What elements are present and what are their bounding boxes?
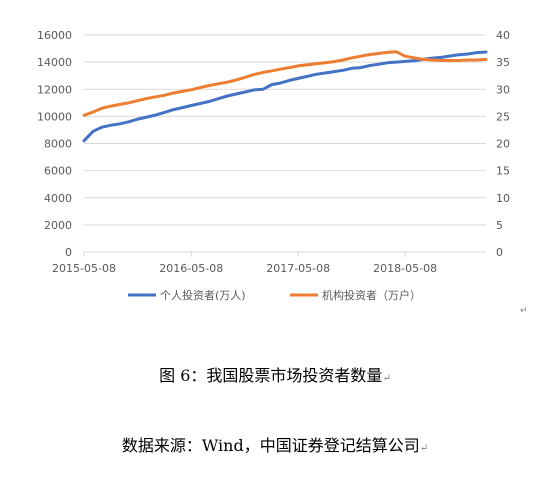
investor-chart: 0 2000 4000 6000 8000 10000 12000 14000 16000 0 5…	[37, 29, 510, 302]
y-left-tick-label: 14000	[37, 56, 72, 69]
x-tick-label: 2016-05-08	[159, 262, 223, 275]
y-right-tick-label: 15	[496, 165, 510, 178]
y-right-tick-label: 5	[496, 219, 503, 232]
y-right-tick-label: 25	[496, 110, 510, 123]
y-right-tick-label: 30	[496, 83, 510, 96]
x-tick-label: 2017-05-08	[266, 262, 330, 275]
y-left-tick-label: 8000	[44, 138, 72, 151]
y-axis-right: 0 5 10 15 20 25 30 35 40	[496, 29, 510, 259]
source-note: 数据来源：Wind，中国证券登记结算公司↵	[0, 432, 550, 456]
y-left-tick-label: 2000	[44, 219, 72, 232]
y-left-tick-label: 16000	[37, 29, 72, 42]
caption-text: 图 6：我国股票市场投资者数量	[159, 366, 383, 385]
legend-label-2: 机构投资者（万户）	[322, 288, 421, 302]
y-right-tick-label: 35	[496, 56, 510, 69]
return-mark-source: ↵	[419, 443, 429, 454]
series-lines	[82, 50, 488, 143]
y-axis-left: 0 2000 4000 6000 8000 10000 12000 14000 16000	[37, 29, 72, 259]
y-left-tick-label: 10000	[37, 110, 72, 123]
gridlines	[84, 34, 486, 226]
y-right-tick-label: 0	[496, 246, 503, 259]
y-left-tick-label: 0	[65, 246, 72, 259]
y-left-tick-label: 4000	[44, 192, 72, 205]
source-text: 数据来源：Wind，中国证券登记结算公司	[121, 436, 420, 455]
x-tick-label: 2015-05-08	[52, 262, 116, 275]
y-right-tick-label: 40	[496, 29, 510, 42]
series-line-2	[82, 50, 488, 117]
y-left-tick-label: 6000	[44, 165, 72, 178]
legend-label-1: 个人投资者(万人)	[160, 288, 246, 302]
y-right-tick-label: 10	[496, 192, 510, 205]
y-right-tick-label: 20	[496, 138, 510, 151]
series-line-1	[82, 50, 488, 143]
return-mark-caption: ↵	[382, 373, 391, 384]
return-mark-chart: ↵	[520, 306, 528, 316]
y-left-tick-label: 12000	[37, 83, 72, 96]
x-axis: 2015-05-08 2016-05-08 2017-05-08 2018-05-08	[52, 251, 486, 275]
legend: 个人投资者(万人) 机构投资者（万户）	[128, 288, 421, 302]
x-tick-label: 2018-05-08	[373, 262, 437, 275]
figure-caption: 图 6：我国股票市场投资者数量↵	[0, 362, 550, 386]
